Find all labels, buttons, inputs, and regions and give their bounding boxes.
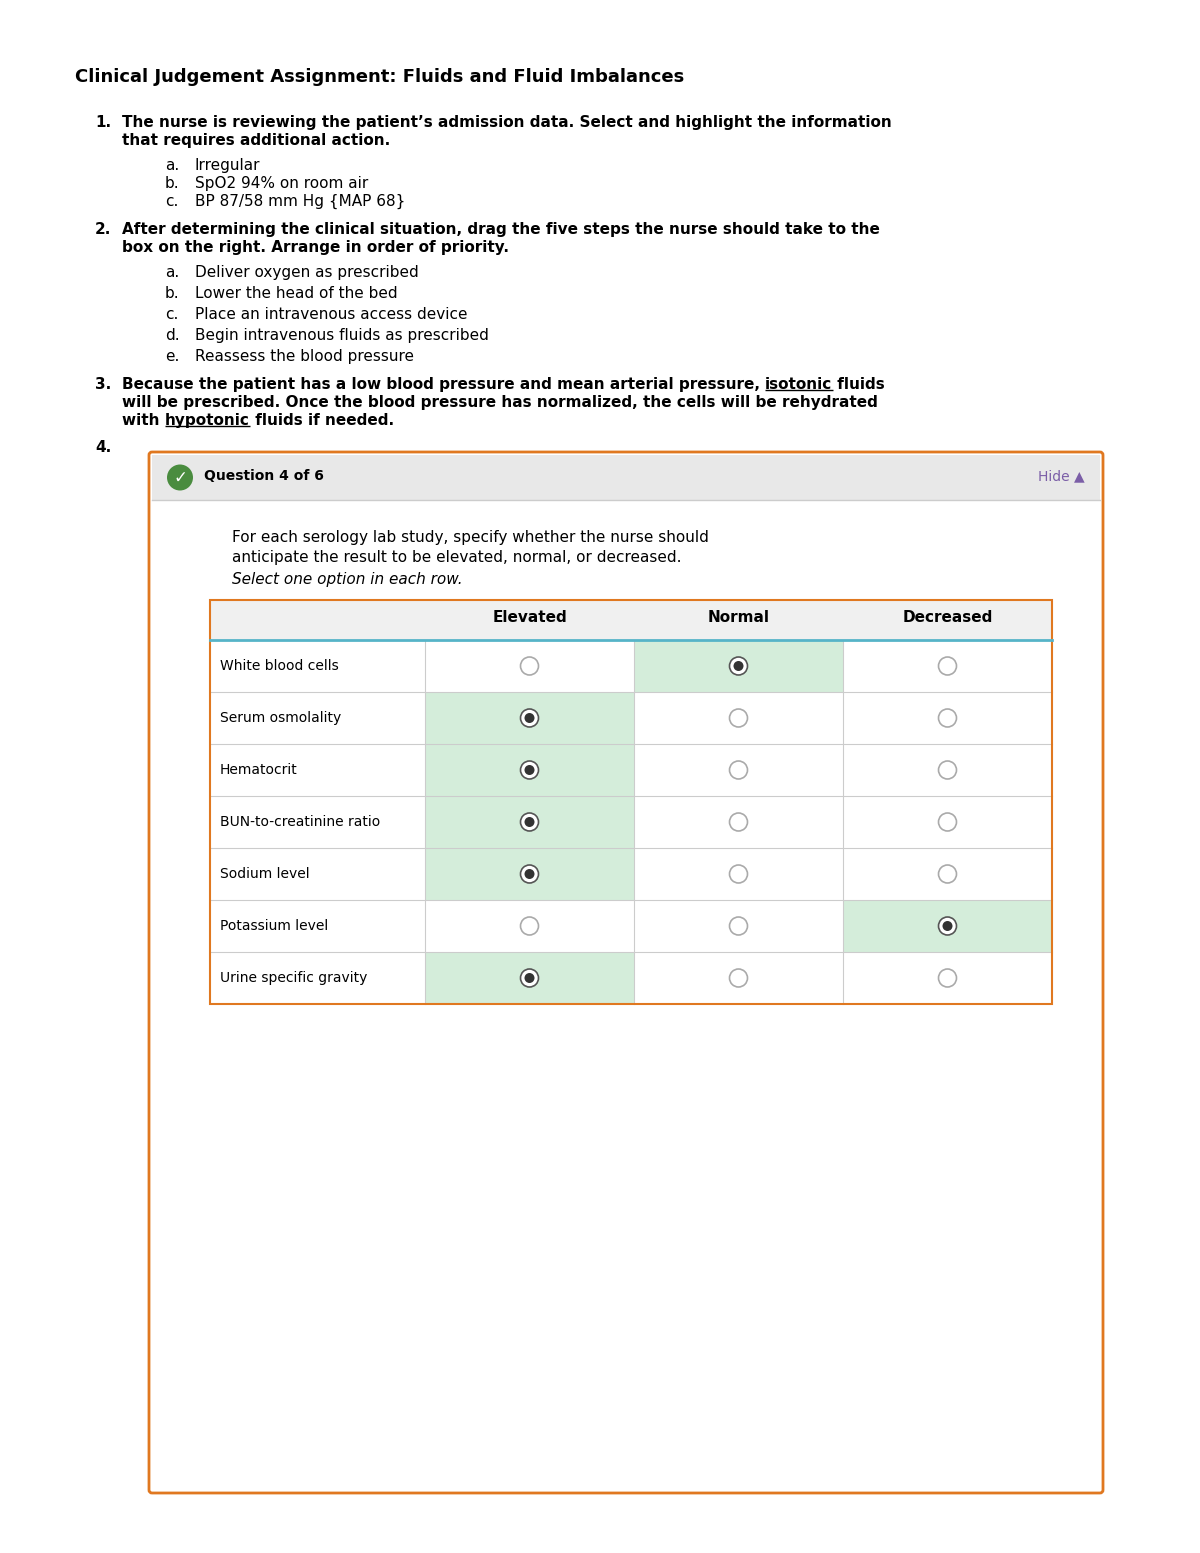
Bar bbox=[634, 640, 842, 693]
Circle shape bbox=[521, 969, 539, 988]
Bar bbox=[425, 693, 634, 744]
Text: with: with bbox=[122, 413, 164, 429]
Text: Begin intravenous fluids as prescribed: Begin intravenous fluids as prescribed bbox=[194, 328, 488, 343]
Bar bbox=[152, 455, 1100, 500]
Text: Question 4 of 6: Question 4 of 6 bbox=[204, 469, 324, 483]
Circle shape bbox=[938, 710, 956, 727]
Text: box on the right. Arrange in order of priority.: box on the right. Arrange in order of pr… bbox=[122, 241, 509, 255]
Circle shape bbox=[524, 974, 534, 983]
Text: d.: d. bbox=[166, 328, 180, 343]
Text: 4.: 4. bbox=[95, 439, 112, 455]
Circle shape bbox=[521, 916, 539, 935]
Text: fluids: fluids bbox=[833, 377, 886, 391]
Text: Clinical Judgement Assignment: Fluids and Fluid Imbalances: Clinical Judgement Assignment: Fluids an… bbox=[74, 68, 684, 85]
Circle shape bbox=[521, 865, 539, 884]
Text: b.: b. bbox=[166, 175, 180, 191]
Text: Decreased: Decreased bbox=[902, 610, 992, 624]
Text: will be prescribed. Once the blood pressure has normalized, the cells will be re: will be prescribed. Once the blood press… bbox=[122, 394, 878, 410]
Text: 3.: 3. bbox=[95, 377, 112, 391]
Bar bbox=[425, 952, 634, 1003]
Text: a.: a. bbox=[166, 266, 179, 280]
FancyBboxPatch shape bbox=[149, 452, 1103, 1492]
Text: fluids if needed.: fluids if needed. bbox=[250, 413, 394, 429]
Bar bbox=[842, 901, 1052, 952]
Text: 2.: 2. bbox=[95, 222, 112, 238]
Text: 1.: 1. bbox=[95, 115, 112, 130]
Text: Irregular: Irregular bbox=[194, 158, 260, 172]
Text: anticipate the result to be elevated, normal, or decreased.: anticipate the result to be elevated, no… bbox=[232, 550, 682, 565]
Circle shape bbox=[167, 464, 193, 491]
Text: Lower the head of the bed: Lower the head of the bed bbox=[194, 286, 397, 301]
Text: Normal: Normal bbox=[708, 610, 769, 624]
Text: The nurse is reviewing the patient’s admission data. Select and highlight the in: The nurse is reviewing the patient’s adm… bbox=[122, 115, 892, 130]
Circle shape bbox=[730, 865, 748, 884]
Circle shape bbox=[521, 761, 539, 780]
Circle shape bbox=[524, 713, 534, 724]
Text: e.: e. bbox=[166, 349, 179, 363]
Text: Reassess the blood pressure: Reassess the blood pressure bbox=[194, 349, 414, 363]
Circle shape bbox=[524, 870, 534, 879]
Text: c.: c. bbox=[166, 194, 179, 210]
Text: Potassium level: Potassium level bbox=[220, 919, 329, 933]
Text: BUN-to-creatinine ratio: BUN-to-creatinine ratio bbox=[220, 815, 380, 829]
Circle shape bbox=[733, 662, 744, 671]
Text: Sodium level: Sodium level bbox=[220, 867, 310, 881]
Circle shape bbox=[938, 865, 956, 884]
Text: White blood cells: White blood cells bbox=[220, 658, 338, 672]
Circle shape bbox=[938, 761, 956, 780]
Text: For each serology lab study, specify whether the nurse should: For each serology lab study, specify whe… bbox=[232, 530, 709, 545]
Bar bbox=[425, 744, 634, 797]
Text: b.: b. bbox=[166, 286, 180, 301]
Text: Because the patient has a low blood pressure and mean arterial pressure,: Because the patient has a low blood pres… bbox=[122, 377, 766, 391]
Text: Hide ▲: Hide ▲ bbox=[1038, 469, 1085, 483]
Circle shape bbox=[521, 657, 539, 676]
Text: Serum osmolality: Serum osmolality bbox=[220, 711, 341, 725]
Circle shape bbox=[524, 766, 534, 775]
Text: Deliver oxygen as prescribed: Deliver oxygen as prescribed bbox=[194, 266, 419, 280]
Bar bbox=[210, 599, 1052, 1003]
Text: Place an intravenous access device: Place an intravenous access device bbox=[194, 307, 468, 321]
Text: ✓: ✓ bbox=[173, 469, 187, 486]
Circle shape bbox=[942, 921, 953, 930]
Text: c.: c. bbox=[166, 307, 179, 321]
Text: SpO2 94% on room air: SpO2 94% on room air bbox=[194, 175, 368, 191]
Circle shape bbox=[730, 969, 748, 988]
Bar bbox=[210, 599, 1052, 640]
Bar bbox=[425, 797, 634, 848]
Text: Select one option in each row.: Select one option in each row. bbox=[232, 572, 463, 587]
Circle shape bbox=[521, 710, 539, 727]
Text: Elevated: Elevated bbox=[492, 610, 566, 624]
Text: Hematocrit: Hematocrit bbox=[220, 763, 298, 776]
Circle shape bbox=[938, 916, 956, 935]
Bar bbox=[425, 848, 634, 901]
Circle shape bbox=[524, 817, 534, 828]
Text: Urine specific gravity: Urine specific gravity bbox=[220, 971, 367, 985]
Text: isotonic: isotonic bbox=[766, 377, 833, 391]
Circle shape bbox=[730, 657, 748, 676]
Circle shape bbox=[938, 814, 956, 831]
Text: hypotonic: hypotonic bbox=[164, 413, 250, 429]
Circle shape bbox=[521, 814, 539, 831]
Text: After determining the clinical situation, drag the five steps the nurse should t: After determining the clinical situation… bbox=[122, 222, 880, 238]
Text: a.: a. bbox=[166, 158, 179, 172]
Circle shape bbox=[938, 657, 956, 676]
Circle shape bbox=[730, 761, 748, 780]
Circle shape bbox=[730, 710, 748, 727]
Text: BP 87/58 mm Hg {MAP 68}: BP 87/58 mm Hg {MAP 68} bbox=[194, 194, 406, 210]
Circle shape bbox=[730, 814, 748, 831]
Circle shape bbox=[938, 969, 956, 988]
Circle shape bbox=[730, 916, 748, 935]
Text: that requires additional action.: that requires additional action. bbox=[122, 134, 390, 148]
